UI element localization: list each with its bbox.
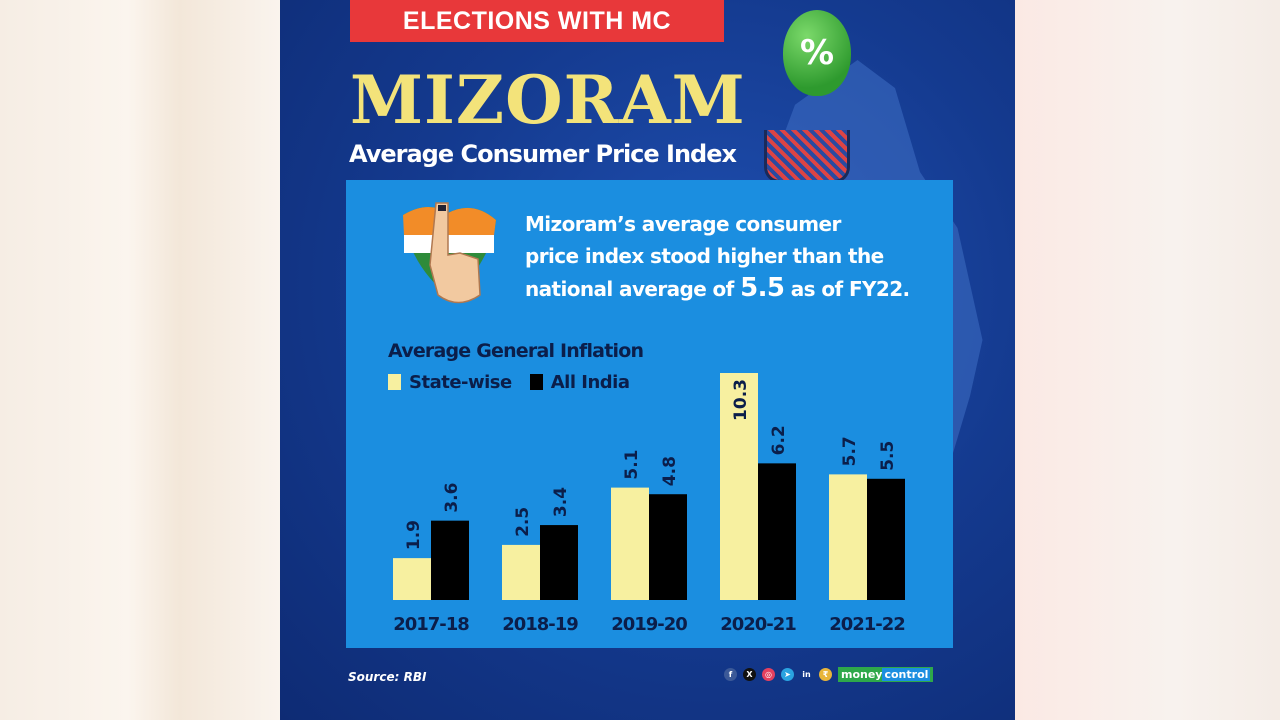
- intro-line-1: Mizoram’s average consumer: [525, 212, 841, 236]
- background-right: [1015, 0, 1280, 720]
- chart-legend: State-wise All India: [388, 372, 630, 393]
- percent-balloon-icon: %: [783, 10, 851, 96]
- x-tick-label: 2020-21: [720, 614, 796, 635]
- legend-swatch-india: [529, 374, 543, 390]
- data-label: 3.6: [442, 483, 462, 513]
- intro-line-3: national average of 5.5 as of FY22.: [525, 272, 910, 305]
- banner: ELECTIONS WITH MC: [350, 0, 724, 42]
- moneycontrol-logo: money control: [838, 667, 934, 682]
- x-tick-label: 2019-20: [611, 614, 687, 635]
- x-tick-label: 2017-18: [393, 614, 469, 635]
- x-tick-label: 2018-19: [502, 614, 578, 635]
- data-label: 10.3: [731, 379, 751, 421]
- legend-label-state: State-wise: [409, 372, 512, 393]
- x-icon[interactable]: X: [743, 668, 756, 681]
- data-label: 4.8: [660, 456, 680, 486]
- source-note: Source: RBI: [348, 670, 427, 684]
- intro-line-3-post: as of FY22.: [784, 277, 910, 301]
- bar-india-2021-22: [867, 478, 905, 600]
- voting-hand-icon: [403, 202, 496, 304]
- legend-label-india: All India: [550, 372, 630, 393]
- national-average-value: 5.5: [740, 273, 785, 303]
- bar-india-2017-18: [431, 520, 469, 600]
- brand-part1: money: [841, 668, 883, 681]
- bar-india-2018-19: [540, 525, 578, 600]
- intro-line-3-pre: national average of: [525, 277, 741, 301]
- bar-state-2018-19: [502, 544, 540, 600]
- bar-state-2017-18: [393, 558, 431, 600]
- bar-state-2021-22: [829, 474, 867, 600]
- brand-part2: control: [882, 668, 931, 681]
- social-links: f X ◎ ➤ in ₹ money control: [724, 667, 934, 682]
- instagram-icon[interactable]: ◎: [762, 668, 775, 681]
- legend-item-state: State-wise: [388, 372, 512, 393]
- data-label: 3.4: [551, 487, 571, 517]
- intro-line-2: price index stood higher than the: [525, 244, 884, 268]
- bar-state-2020-21: [720, 373, 758, 600]
- bar-india-2019-20: [649, 494, 687, 600]
- data-label: 5.5: [878, 441, 898, 471]
- bar-state-2019-20: [611, 487, 649, 600]
- facebook-icon[interactable]: f: [724, 668, 737, 681]
- percent-symbol: %: [799, 33, 835, 73]
- legend-item-india: All India: [529, 372, 630, 393]
- data-label: 2.5: [513, 507, 533, 537]
- telegram-icon[interactable]: ➤: [781, 668, 794, 681]
- data-label: 5.1: [622, 449, 642, 479]
- legend-swatch-state: [388, 374, 401, 390]
- linkedin-icon[interactable]: in: [802, 670, 811, 679]
- intro-text: Mizoram’s average consumer price index s…: [525, 208, 910, 305]
- data-label: 1.9: [404, 520, 424, 550]
- subtitle: Average Consumer Price Index: [349, 140, 737, 168]
- chart-title: Average General Inflation: [388, 340, 644, 362]
- moneycontrol-icon[interactable]: ₹: [819, 668, 832, 681]
- page-title: MIZORAM: [350, 61, 746, 139]
- bar-india-2020-21: [758, 463, 796, 600]
- data-label: 6.2: [769, 425, 789, 455]
- x-tick-label: 2021-22: [829, 614, 905, 635]
- data-label: 5.7: [840, 436, 860, 466]
